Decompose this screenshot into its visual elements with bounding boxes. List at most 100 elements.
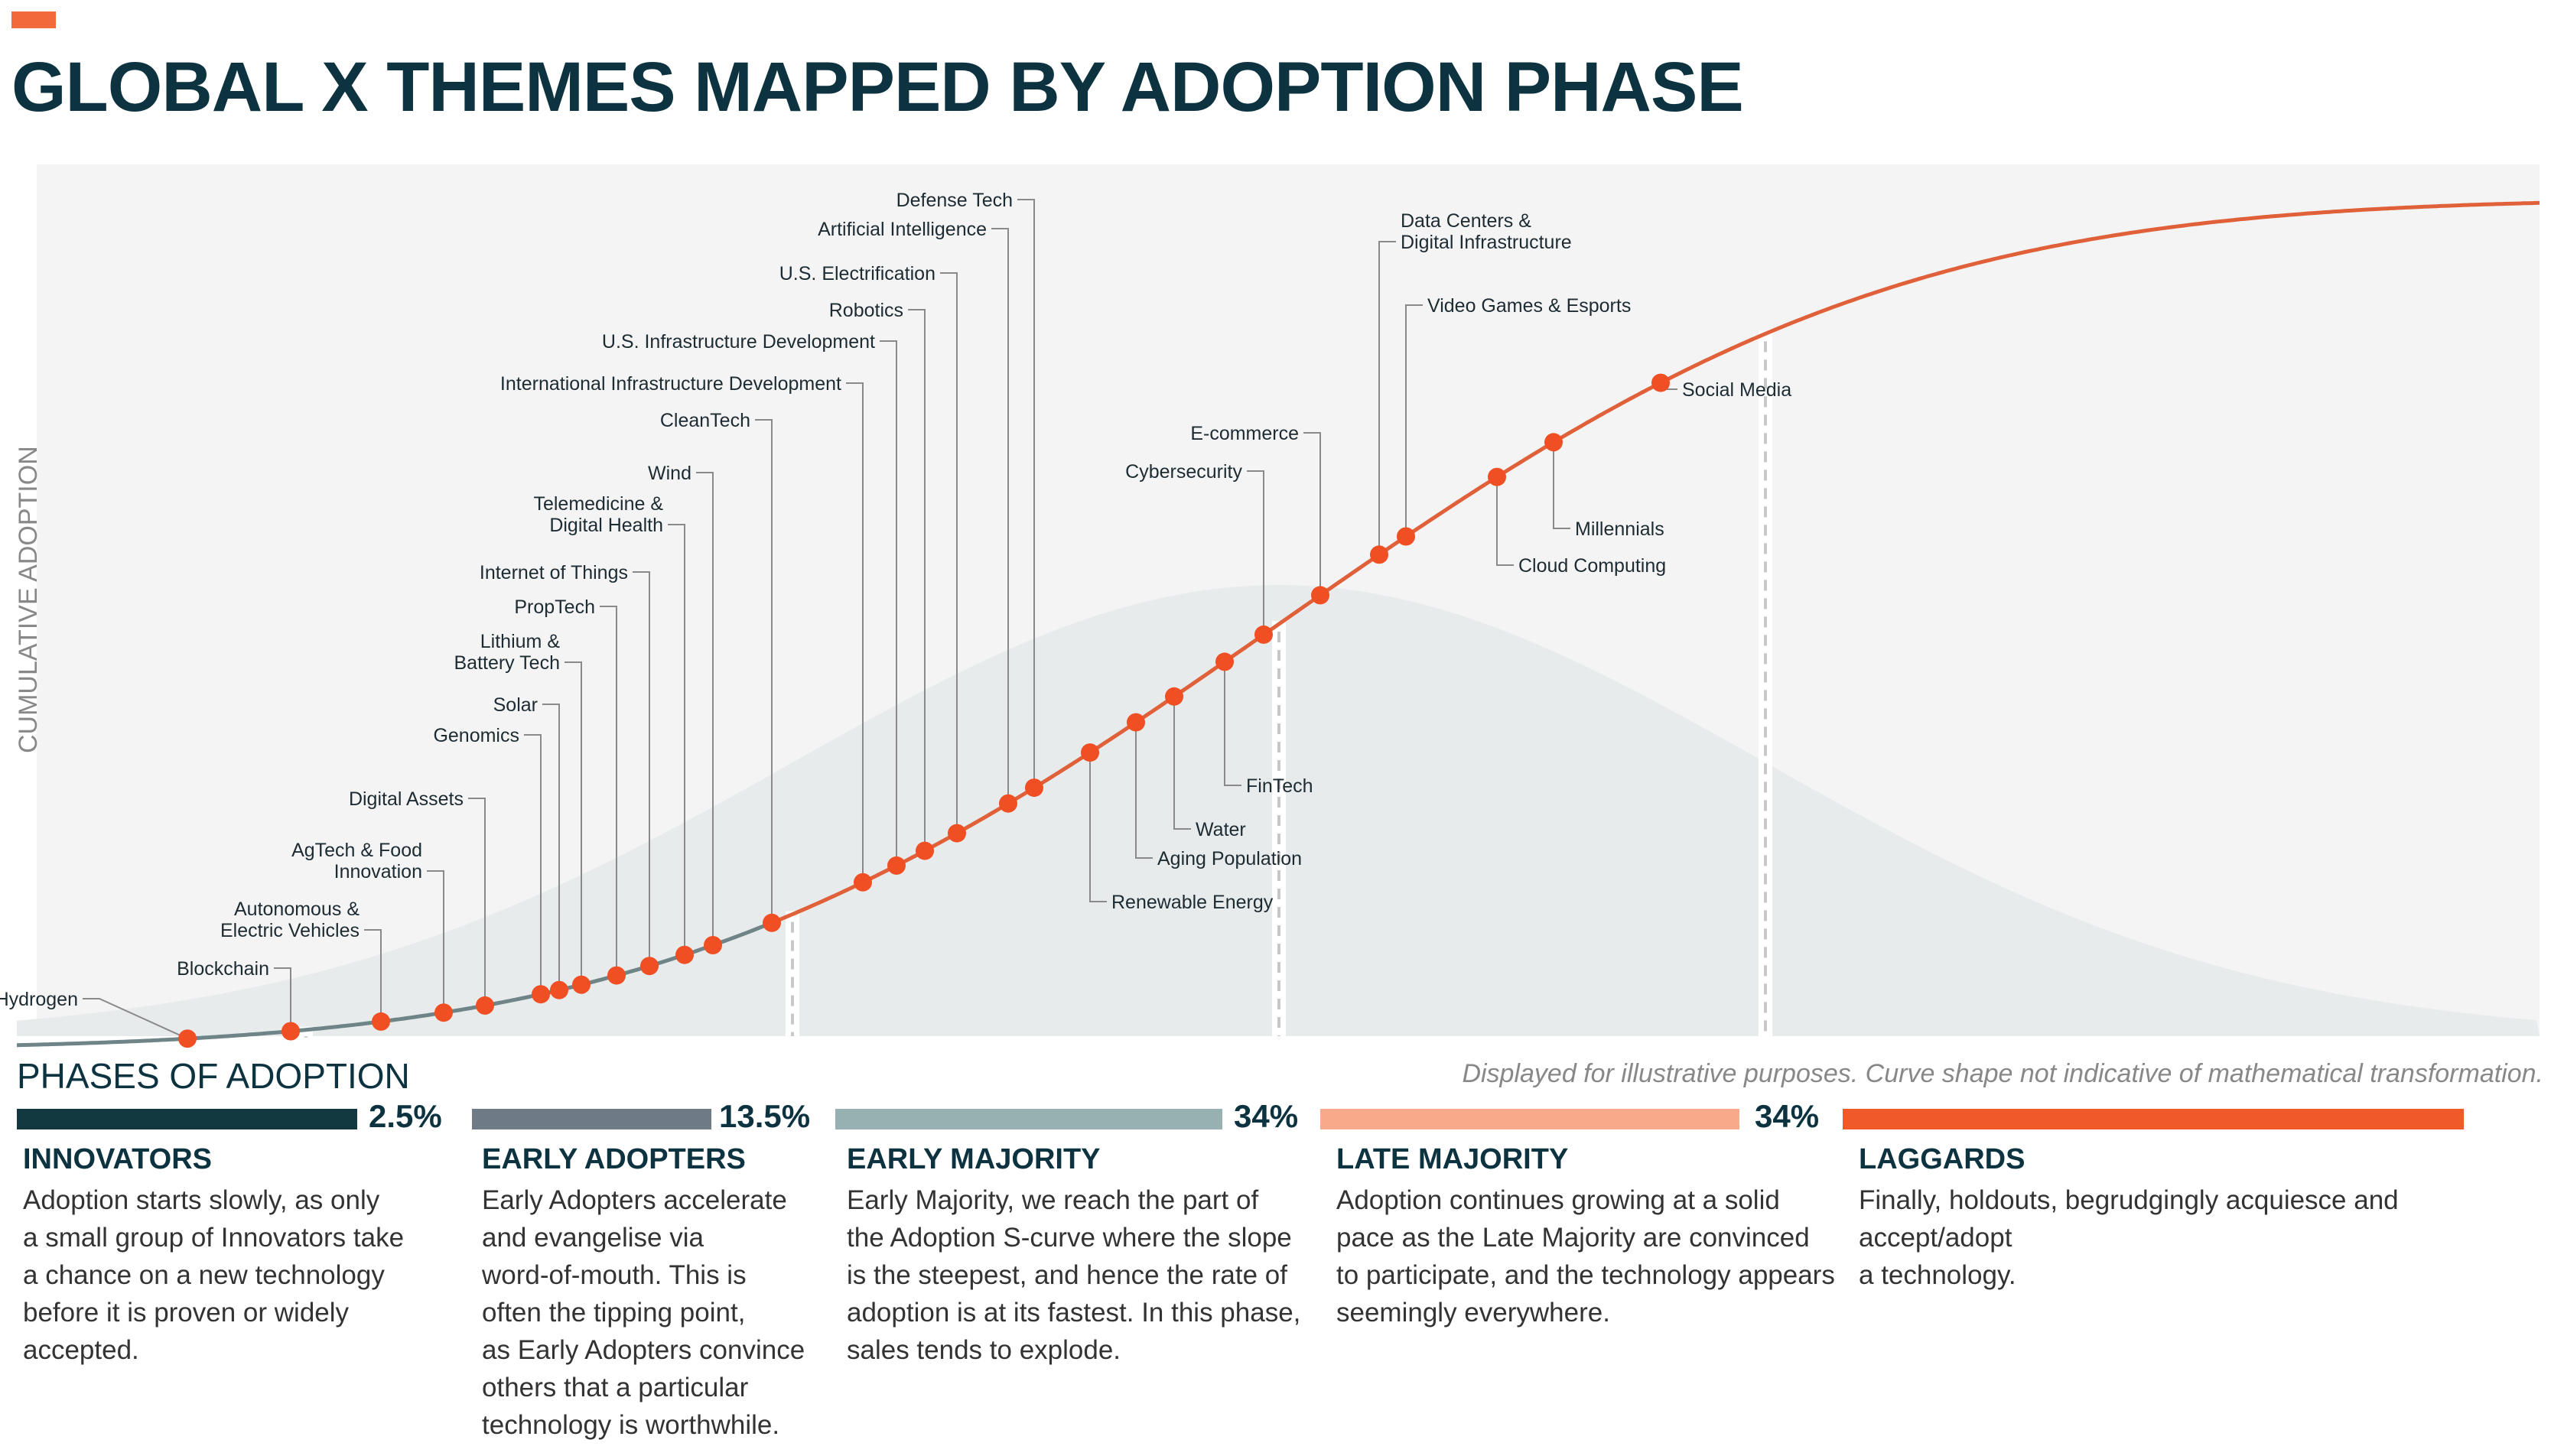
leader-line-millennials <box>1553 442 1570 529</box>
theme-label-u-s-infrastructure-development: U.S. Infrastructure Development <box>602 331 875 353</box>
leader-line-video-games-esports <box>1405 304 1423 537</box>
leader-line-wind <box>696 472 714 945</box>
theme-point-water <box>1165 687 1183 706</box>
leader-line-data-centers-digital-infrastructure <box>1378 241 1396 555</box>
theme-label-renewable-energy: Renewable Energy <box>1111 892 1274 913</box>
theme-label-data-centers-digital-infrastructure: Data Centers & Digital Infrastructure <box>1401 210 1572 253</box>
theme-label-aging-population: Aging Population <box>1157 848 1302 869</box>
phase-bar-laggards <box>1843 1109 2464 1129</box>
leader-line-telemedicine-digital-health <box>668 524 685 955</box>
theme-label-digital-assets: Digital Assets <box>349 788 464 810</box>
phase-desc-early-adopters: Early Adopters accelerate and evangelise… <box>482 1185 805 1440</box>
theme-point-data-centers-digital-infrastructure <box>1370 545 1388 564</box>
phase-desc-innovators: Adoption starts slowly, as only a small … <box>23 1185 405 1365</box>
theme-point-aging-population <box>1127 713 1145 732</box>
theme-label-social-media: Social Media <box>1682 379 1791 401</box>
theme-label-proptech: PropTech <box>514 596 595 618</box>
theme-label-cybersecurity: Cybersecurity <box>1125 461 1242 483</box>
phase-name-early-adopters: EARLY ADOPTERS <box>482 1143 746 1175</box>
phase-name-early-majority: EARLY MAJORITY <box>847 1143 1101 1175</box>
leader-line-international-infrastructure-development <box>846 382 864 882</box>
theme-label-water: Water <box>1196 819 1246 840</box>
theme-label-robotics: Robotics <box>829 300 903 321</box>
leader-line-agtech-food-innovation <box>427 870 444 1013</box>
theme-point-international-infrastructure-development <box>854 873 872 892</box>
theme-label-u-s-electrification: U.S. Electrification <box>779 263 935 284</box>
theme-label-cloud-computing: Cloud Computing <box>1518 555 1666 577</box>
theme-labels: Hydrogen Blockchain Autonomous & Electric V… <box>0 190 1791 1040</box>
leader-line-autonomous-electric-vehicles <box>364 929 382 1022</box>
phases-heading: PHASES OF ADOPTION <box>17 1056 410 1096</box>
theme-point-proptech <box>607 966 626 985</box>
phase-name-laggards: LAGGARDS <box>1859 1143 2026 1175</box>
phase-bar-late-majority <box>1320 1109 1739 1129</box>
theme-point-blockchain <box>281 1022 300 1041</box>
theme-label-telemedicine-digital-health: Telemedicine & Digital Health <box>533 493 663 536</box>
theme-point-digital-assets <box>476 996 494 1015</box>
theme-label-international-infrastructure-development: International Infrastructure Development <box>500 373 841 395</box>
phase-divider <box>1272 621 1286 1036</box>
leader-line-genomics <box>524 734 542 995</box>
leader-line-e-commerce <box>1303 432 1321 596</box>
leader-line-digital-assets <box>468 798 486 1006</box>
leader-line-cybersecurity <box>1247 470 1264 635</box>
theme-point-u-s-electrification <box>948 824 966 843</box>
theme-label-lithium-battery-tech: Lithium & Battery Tech <box>454 631 560 674</box>
theme-point-robotics <box>916 841 934 860</box>
phase-bar-innovators <box>17 1109 357 1129</box>
phase-bar-early-adopters <box>472 1109 711 1129</box>
leader-line-proptech <box>600 606 617 976</box>
theme-point-artificial-intelligence <box>999 794 1017 813</box>
theme-point-renewable-energy <box>1081 743 1099 762</box>
theme-point-social-media <box>1651 373 1670 392</box>
theme-label-defense-tech: Defense Tech <box>896 190 1013 211</box>
phase-pct-early-majority: 34% <box>1234 1098 1299 1134</box>
disclaimer: Displayed for illustrative purposes. Cur… <box>1462 1059 2543 1088</box>
theme-point-solar <box>550 980 568 999</box>
leader-line-hydrogen <box>83 998 188 1040</box>
theme-point-cybersecurity <box>1254 625 1273 644</box>
theme-label-fintech: FinTech <box>1246 775 1313 797</box>
leader-line-internet-of-things <box>633 571 650 967</box>
theme-point-lithium-battery-tech <box>572 975 591 994</box>
theme-point-internet-of-things <box>640 957 659 976</box>
theme-point-cloud-computing <box>1488 467 1506 486</box>
theme-label-cleantech: CleanTech <box>660 410 750 431</box>
phase-name-late-majority: LATE MAJORITY <box>1336 1143 1569 1175</box>
leader-line-aging-population <box>1135 722 1153 859</box>
theme-point-video-games-esports <box>1397 527 1415 546</box>
theme-point-e-commerce <box>1311 586 1329 605</box>
theme-label-hydrogen: Hydrogen <box>0 989 78 1010</box>
accent-bar <box>11 11 56 28</box>
theme-point-agtech-food-innovation <box>434 1003 453 1022</box>
page-title: GLOBAL X THEMES MAPPED BY ADOPTION PHASE <box>11 48 1744 126</box>
phase-name-innovators: INNOVATORS <box>23 1143 213 1175</box>
leader-line-fintech <box>1224 661 1241 786</box>
leader-line-defense-tech <box>1017 199 1035 788</box>
leader-line-robotics <box>908 309 926 851</box>
theme-label-genomics: Genomics <box>433 725 519 746</box>
theme-point-defense-tech <box>1025 778 1043 798</box>
y-axis-label: CUMULATIVE ADOPTION <box>14 446 43 753</box>
theme-point-hydrogen <box>178 1029 197 1048</box>
phase-pct-late-majority: 34% <box>1755 1098 1820 1134</box>
theme-label-blockchain: Blockchain <box>177 958 269 980</box>
theme-point-fintech <box>1215 652 1234 671</box>
phase-desc-early-majority: Early Majority, we reach the part of the… <box>847 1185 1301 1365</box>
theme-label-artificial-intelligence: Artificial Intelligence <box>818 219 987 240</box>
leader-line-water <box>1173 696 1191 830</box>
theme-point-genomics <box>532 985 550 1004</box>
theme-label-solar: Solar <box>493 694 538 716</box>
theme-label-video-games-esports: Video Games & Esports <box>1427 295 1631 317</box>
phase-pct-innovators: 2.5% <box>369 1098 442 1134</box>
theme-point-u-s-infrastructure-development <box>887 856 906 875</box>
leader-line-u-s-electrification <box>940 272 958 834</box>
theme-label-internet-of-things: Internet of Things <box>480 562 628 583</box>
leader-line-renewable-energy <box>1089 752 1107 902</box>
leader-line-lithium-battery-tech <box>565 661 582 985</box>
theme-label-millennials: Millennials <box>1575 518 1664 540</box>
phase-divider <box>786 911 799 1036</box>
phase-divider <box>1759 330 1772 1036</box>
phase-desc-laggards: Finally, holdouts, begrudgingly acquiesc… <box>1859 1185 2399 1290</box>
